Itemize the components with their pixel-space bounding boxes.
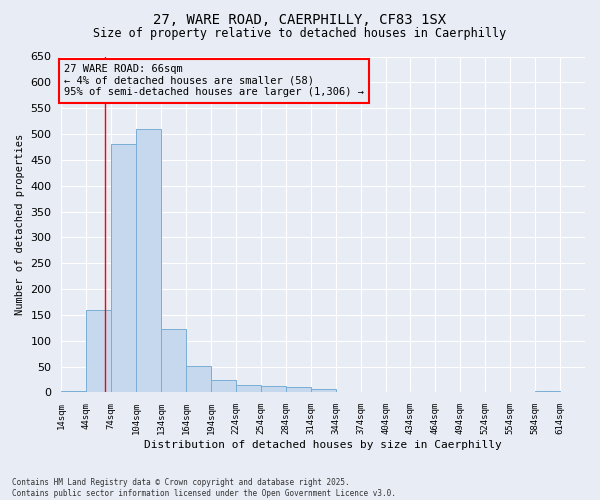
Text: Size of property relative to detached houses in Caerphilly: Size of property relative to detached ho… [94,28,506,40]
Y-axis label: Number of detached properties: Number of detached properties [15,134,25,315]
Bar [286,388,311,392]
Bar [111,144,136,392]
Bar [186,366,211,392]
Bar [136,129,161,392]
X-axis label: Distribution of detached houses by size in Caerphilly: Distribution of detached houses by size … [145,440,502,450]
Bar [261,386,286,392]
Text: 27, WARE ROAD, CAERPHILLY, CF83 1SX: 27, WARE ROAD, CAERPHILLY, CF83 1SX [154,12,446,26]
Bar [161,330,186,392]
Bar [61,391,86,392]
Bar [86,310,111,392]
Bar [211,380,236,392]
Bar [311,389,335,392]
Text: Contains HM Land Registry data © Crown copyright and database right 2025.
Contai: Contains HM Land Registry data © Crown c… [12,478,396,498]
Bar [535,391,560,392]
Bar [236,384,261,392]
Text: 27 WARE ROAD: 66sqm
← 4% of detached houses are smaller (58)
95% of semi-detache: 27 WARE ROAD: 66sqm ← 4% of detached hou… [64,64,364,98]
